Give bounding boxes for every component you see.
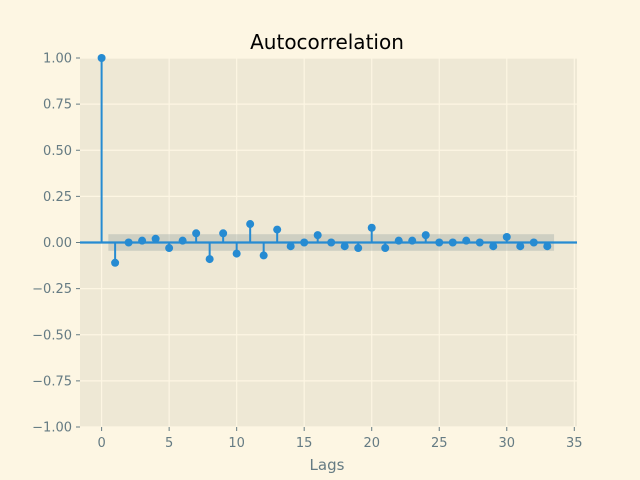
stem-marker [286,242,295,251]
stem-marker [367,223,376,232]
stem-marker [313,231,322,240]
stem-marker [408,236,417,245]
y-axis: 1.00 0.75 0.50 0.25 0.00 −0.25 −0.50 −0.75 −1.00 [32,52,80,436]
stem-marker [543,242,552,251]
stem-marker [259,251,268,260]
y-tick-label: 0.00 [43,236,72,251]
x-tick-label: 10 [228,436,245,451]
stem-marker [475,238,484,247]
stem-marker [354,244,363,253]
x-tick-label: 20 [363,436,380,451]
stem-marker [340,242,349,251]
stem-series [80,54,577,267]
grid [80,57,577,428]
y-tick-label: −0.25 [32,282,72,297]
stem-marker [273,225,282,234]
x-tick-label: 30 [498,436,515,451]
y-tick-label: −0.75 [32,374,72,389]
stem-marker [151,234,160,243]
x-axis-label: Lags [310,456,345,474]
x-tick-label: 15 [296,436,313,451]
stem-marker [219,229,228,238]
stem-marker [192,229,201,238]
x-tick-label: 35 [566,436,583,451]
x-axis: 0 5 10 15 20 25 30 35 [97,427,583,451]
stem-marker [232,249,241,258]
y-tick-label: −0.50 [32,328,72,343]
stem-marker [327,238,336,247]
stem-marker [489,242,498,251]
x-tick-label: 5 [165,436,173,451]
y-tick-label: 0.25 [43,190,72,205]
stem-marker [435,238,444,247]
stem-marker [97,54,106,62]
stem-marker [246,220,255,229]
y-tick-label: 0.50 [43,144,72,159]
stem-marker [421,231,430,240]
chart-title: Autocorrelation [250,30,404,54]
stem-marker [205,255,214,264]
y-tick-label: −1.00 [32,421,72,436]
stem-marker [502,232,511,241]
stem-marker [381,244,390,253]
stem-marker [448,238,457,247]
x-tick-label: 25 [431,436,448,451]
y-tick-label: 0.75 [43,98,72,113]
stem-marker [300,238,309,247]
stem-marker [516,242,525,251]
y-tick-label: 1.00 [43,52,72,67]
stem-marker [178,236,187,245]
x-tick-label: 0 [97,436,105,451]
stem-marker [462,236,471,245]
stem-marker [124,238,133,247]
stem-marker [138,236,147,245]
stem-marker [165,244,174,253]
stem-marker [394,236,403,245]
stem-marker [111,258,120,267]
stem-marker [529,238,538,247]
